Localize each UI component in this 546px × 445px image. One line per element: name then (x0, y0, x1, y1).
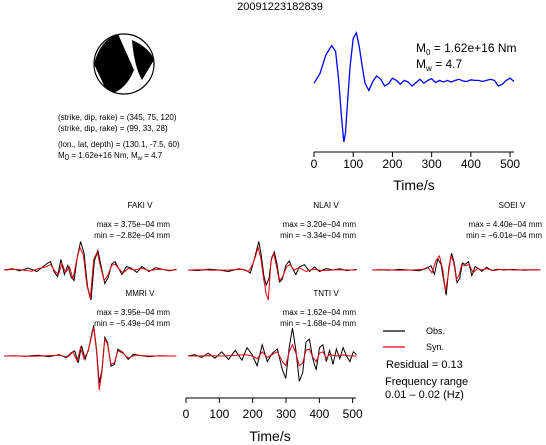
bottom-tick-label: 200 (243, 407, 263, 421)
hypocenter: (lon., lat, depth) = (130.1, -7.5, 60) (58, 140, 180, 149)
figure-title: 20091223182839 (237, 1, 323, 13)
station-label: TNTI V (313, 289, 339, 298)
station-min-amplitude: min = −3.34e−04 mm (280, 231, 356, 240)
stf-xlabel: Time/s (393, 177, 434, 193)
station-panels: FAKI V max = 3.75e−04 mm min = −2.82e−04 m… (3, 201, 543, 391)
station-min-amplitude: min = −2.82e−04 mm (94, 231, 170, 240)
bottom-tick-label: 400 (309, 407, 329, 421)
synthetic-waveform (371, 254, 541, 292)
legend-obs-label: Obs. (426, 326, 445, 336)
station-panel: MMRI V max = 3.95e−04 mm min = −5.49e−04 m… (3, 289, 177, 391)
station-label: FAKI V (128, 201, 154, 210)
stf-plot: 0 100 200 300 400 500 Time/s M0 = 1.62e+16 Nm… (311, 30, 520, 193)
stf-line (313, 30, 515, 143)
station-min-amplitude: min = −6.01e−04 mm (466, 231, 542, 240)
station-panel: TNTI V max = 1.62e−04 mm min = −1.68e−04 m… (187, 289, 357, 382)
station-min-amplitude: min = −5.49e−04 mm (94, 319, 170, 328)
bottom-tick-label: 300 (276, 407, 296, 421)
frequency-range-title: Frequency range (385, 376, 468, 388)
source-parameters: (strike, dip, rake) = (345, 75, 120) (st… (58, 113, 180, 162)
station-panel: NLAI V max = 3.20e−04 mm min = −3.34e−04 m… (187, 201, 357, 301)
stf-tick-label: 100 (343, 157, 363, 171)
frequency-range-value: 0.01 – 0.02 (Hz) (385, 389, 464, 401)
legend: Obs. Syn. Residual = 0.13 Frequency rang… (383, 326, 468, 401)
station-max-amplitude: max = 3.20e−04 mm (283, 220, 357, 229)
station-max-amplitude: max = 1.62e−04 mm (283, 308, 357, 317)
station-label: SOEI V (499, 201, 526, 210)
bottom-tick-label: 100 (209, 407, 229, 421)
station-max-amplitude: max = 3.95e−04 mm (97, 308, 171, 317)
stf-mw-label: Mw = 4.7 (416, 57, 462, 73)
stf-tick-label: 400 (461, 157, 481, 171)
synthetic-waveform (187, 245, 357, 301)
bottom-time-axis: 0 100 200 300 400 500 Time/s (183, 397, 363, 444)
bottom-tick-label: 500 (343, 407, 363, 421)
moment-magnitude-line: M0 = 1.62e+16 Nm, Mw = 4.7 (58, 151, 163, 162)
synthetic-waveform (3, 246, 177, 299)
synthetic-waveform (188, 343, 357, 367)
legend-syn-label: Syn. (426, 342, 444, 352)
station-max-amplitude: max = 4.40e−04 mm (469, 220, 543, 229)
station-panel: SOEI V max = 4.40e−04 mm min = −6.01e−04 m… (371, 201, 543, 296)
observed-waveform (3, 325, 177, 384)
stf-tick-label: 200 (382, 157, 402, 171)
station-min-amplitude: min = −1.68e−04 mm (280, 319, 356, 328)
station-max-amplitude: max = 3.75e−04 mm (97, 220, 171, 229)
beachball-icon (93, 33, 155, 95)
stf-tick-label: 0 (311, 157, 318, 171)
stf-m0-label: M0 = 1.62e+16 Nm (416, 41, 517, 57)
bottom-tick-label: 0 (183, 407, 190, 421)
nodal-plane-1: (strike, dip, rake) = (345, 75, 120) (58, 113, 177, 122)
observed-waveform (371, 253, 541, 296)
bottom-ticks: 0 100 200 300 400 500 (183, 398, 363, 421)
stf-tick-label: 500 (500, 157, 520, 171)
station-label: MMRI V (126, 289, 156, 298)
observed-waveform (187, 241, 357, 287)
station-label: NLAI V (313, 201, 339, 210)
stf-tick-label: 300 (422, 157, 442, 171)
stf-ticks: 0 100 200 300 400 500 (311, 152, 520, 171)
observed-waveform (187, 327, 357, 382)
residual-label: Residual = 0.13 (386, 359, 463, 371)
bottom-xlabel: Time/s (249, 428, 290, 444)
synthetic-waveform (4, 326, 177, 391)
nodal-plane-2: (strike, dip, rake) = (99, 33, 28) (58, 124, 168, 133)
station-panel: FAKI V max = 3.75e−04 mm min = −2.82e−04 m… (3, 201, 177, 301)
